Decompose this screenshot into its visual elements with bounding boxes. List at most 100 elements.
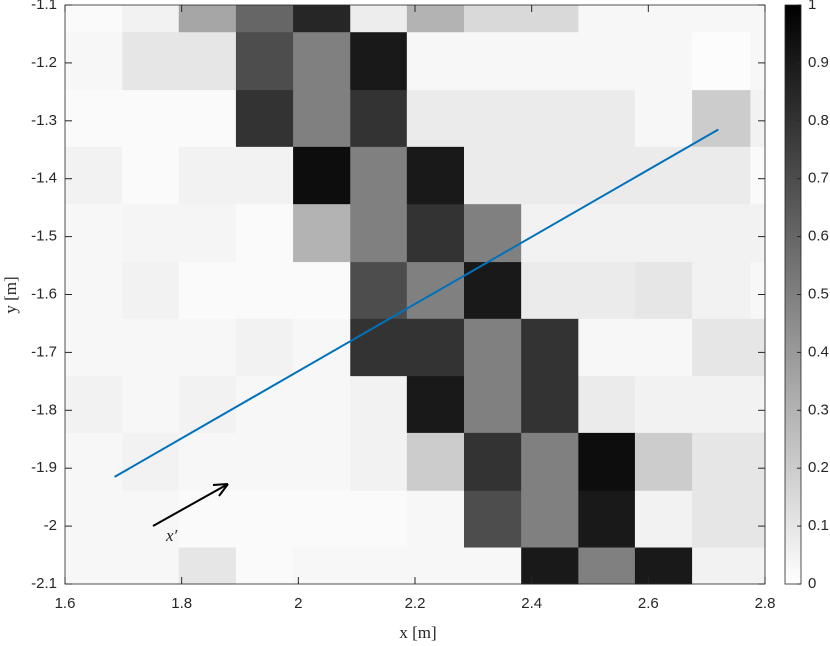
cell <box>750 32 766 91</box>
cell <box>578 32 636 91</box>
cell <box>692 204 751 263</box>
y-tick-label: -1.1 <box>31 0 57 13</box>
cell <box>178 204 237 263</box>
cell <box>521 204 579 263</box>
cell <box>634 376 693 434</box>
cell <box>406 376 465 434</box>
cell <box>235 432 294 492</box>
cell <box>65 90 123 148</box>
cell <box>122 90 180 148</box>
cell <box>65 5 123 33</box>
cell <box>634 204 693 263</box>
cell <box>692 376 751 434</box>
x-tick-label: 2.2 <box>405 595 426 612</box>
cell <box>293 262 351 320</box>
cell <box>350 262 408 320</box>
y-tick-label: -1.6 <box>31 285 57 302</box>
cell <box>406 262 465 320</box>
cell <box>178 376 237 434</box>
cell <box>178 432 237 492</box>
cell <box>122 318 180 377</box>
arrow-head <box>212 483 229 497</box>
x-tick-label: 2.8 <box>755 595 776 612</box>
colorbar-tick-label: 0.6 <box>808 228 829 245</box>
cell <box>406 432 465 492</box>
cell <box>65 547 123 585</box>
cell <box>235 318 294 377</box>
cell <box>65 146 123 205</box>
x-tick-label: 2 <box>294 595 302 612</box>
cell <box>406 490 465 549</box>
cell <box>521 547 579 585</box>
cell <box>293 318 351 377</box>
cell <box>350 432 408 492</box>
cell <box>464 432 522 492</box>
cell <box>65 376 123 434</box>
cell <box>350 5 408 33</box>
cell <box>750 5 766 33</box>
cell <box>178 146 237 205</box>
y-tick-label: -2.1 <box>31 575 57 592</box>
cell <box>293 204 351 263</box>
cell <box>464 318 522 377</box>
cell <box>65 204 123 263</box>
cell <box>521 376 579 434</box>
cell <box>692 32 751 91</box>
cell <box>578 262 636 320</box>
y-tick-label: -1.2 <box>31 54 57 71</box>
cell <box>578 204 636 263</box>
cell <box>350 90 408 148</box>
cell <box>750 376 766 434</box>
cell <box>464 90 522 148</box>
cell <box>521 90 579 148</box>
cell <box>692 490 751 549</box>
cell <box>634 146 693 205</box>
cell <box>122 490 180 549</box>
cell <box>634 32 693 91</box>
colorbar-tick-label: 0.5 <box>808 285 829 302</box>
cell <box>178 490 237 549</box>
colorbar-tick-label: 0.2 <box>808 459 829 476</box>
annotation: x′ <box>165 526 178 545</box>
cell <box>521 490 579 549</box>
cell <box>235 146 294 205</box>
cell <box>235 32 294 91</box>
cell <box>464 32 522 91</box>
y-tick-label: -2 <box>44 517 57 534</box>
cell <box>750 432 766 492</box>
x-tick-label: 2.4 <box>521 595 542 612</box>
cell <box>178 32 237 91</box>
colorbar-tick-label: 0.9 <box>808 54 829 71</box>
cell <box>293 90 351 148</box>
cell <box>350 32 408 91</box>
cell <box>750 490 766 549</box>
cell <box>350 490 408 549</box>
cell <box>293 547 351 585</box>
cell <box>634 432 693 492</box>
cell <box>578 90 636 148</box>
x-tick-label: 1.6 <box>55 595 76 612</box>
cell <box>122 204 180 263</box>
y-tick-label: -1.5 <box>31 228 57 245</box>
y-tick-label: -1.8 <box>31 401 57 418</box>
cell <box>578 5 636 33</box>
cell <box>235 204 294 263</box>
y-tick-label: -1.7 <box>31 343 57 360</box>
colorbar-tick-label: 1 <box>808 0 816 13</box>
colorbar-tick-label: 0.3 <box>808 401 829 418</box>
cell <box>293 490 351 549</box>
colorbar-tick-label: 0.1 <box>808 517 829 534</box>
cell <box>750 90 766 148</box>
line <box>114 128 719 478</box>
cell <box>464 490 522 549</box>
cell <box>634 547 693 585</box>
colorbar-tick-label: 0.8 <box>808 112 829 129</box>
cell <box>521 5 579 33</box>
cell <box>65 490 123 549</box>
cell <box>578 318 636 377</box>
cell <box>122 146 180 205</box>
cell <box>122 547 180 585</box>
cell <box>65 318 123 377</box>
cell <box>692 262 751 320</box>
